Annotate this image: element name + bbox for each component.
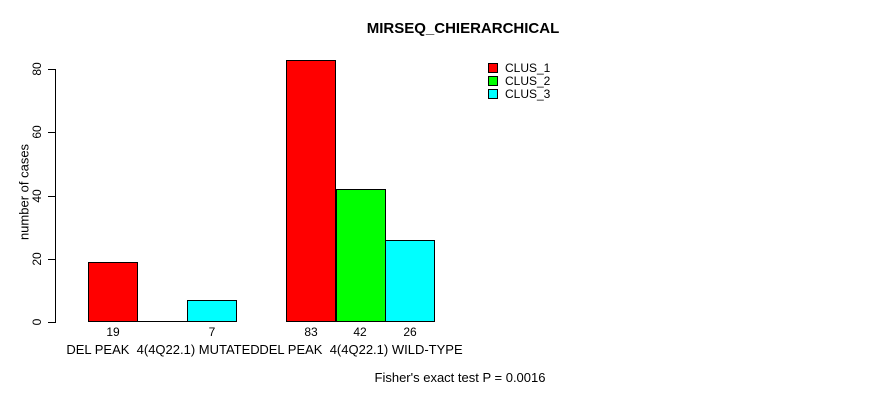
legend-swatch-clus-1 [488, 63, 498, 73]
y-tick-label: 40 [30, 189, 44, 203]
legend-label-clus-3: CLUS_3 [505, 87, 551, 101]
y-axis [55, 69, 56, 323]
y-tick-label: 80 [30, 62, 44, 76]
bar-value-label: 42 [353, 325, 367, 339]
legend: CLUS_1 CLUS_2 CLUS_3 [488, 61, 551, 102]
y-tick [48, 196, 55, 197]
chart-title: MIRSEQ_CHIERARCHICAL [366, 20, 560, 37]
bar-value-label: 26 [403, 325, 417, 339]
bar-value-label: 19 [106, 325, 120, 339]
fisher-test-annotation: Fisher's exact test P = 0.0016 [374, 370, 546, 385]
legend-item-clus-3: CLUS_3 [488, 87, 551, 101]
bar-clus_3-group-1 [385, 240, 435, 322]
y-tick [48, 132, 55, 133]
legend-swatch-clus-2 [488, 76, 498, 86]
bar-value-label: 83 [304, 325, 318, 339]
y-tick-label: 60 [30, 125, 44, 139]
bar-clus_1-group-1 [286, 60, 336, 322]
bar-clus_2-group-1 [336, 189, 386, 322]
y-tick [48, 69, 55, 70]
category-label-mutated: DEL PEAK 4(4Q22.1) MUTATED [66, 342, 260, 357]
bar-value-label: 7 [208, 325, 216, 339]
bar-clus_2-group-0 [138, 321, 188, 322]
legend-label-clus-1: CLUS_1 [505, 61, 551, 75]
category-label-wild-type: DEL PEAK 4(4Q22.1) WILD-TYPE [259, 342, 463, 357]
y-tick-label: 20 [30, 252, 44, 266]
y-tick [48, 259, 55, 260]
legend-item-clus-1: CLUS_1 [488, 61, 551, 75]
legend-label-clus-2: CLUS_2 [505, 74, 551, 88]
y-tick [48, 322, 55, 323]
bar-clus_1-group-0 [88, 262, 138, 322]
y-tick-label: 0 [30, 318, 44, 326]
legend-swatch-clus-3 [488, 89, 498, 99]
legend-item-clus-2: CLUS_2 [488, 74, 551, 88]
bar-clus_3-group-0 [187, 300, 237, 322]
